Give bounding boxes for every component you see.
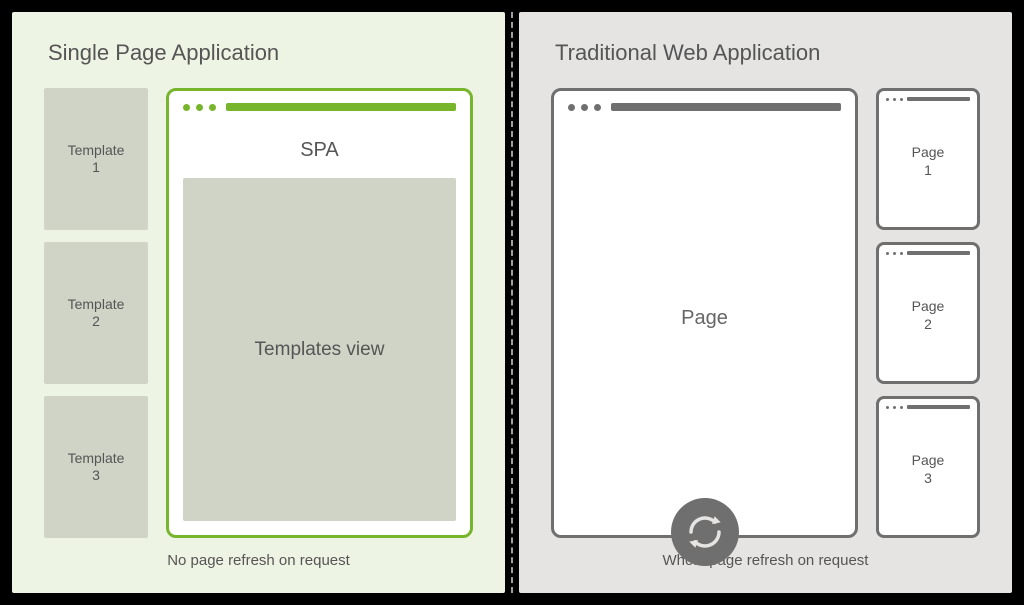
traditional-pages-column: Page 1 Page 2 Page 3: [876, 88, 980, 538]
page-label: Page: [568, 115, 841, 521]
template-card: Template 2: [44, 242, 148, 384]
template-card: Template 3: [44, 396, 148, 538]
spa-templates-column: Template 1 Template 2 Template 3: [44, 88, 148, 538]
template-card: Template 1: [44, 88, 148, 230]
vertical-divider: [511, 12, 513, 593]
traditional-panel: Traditional Web Application Page: [519, 12, 1012, 593]
mini-page-label: Page 3: [886, 411, 970, 528]
url-bar-icon: [907, 405, 970, 409]
traditional-main-column: Page: [551, 88, 858, 538]
spa-caption: No page refresh on request: [44, 552, 473, 569]
reload-icon: [671, 498, 739, 566]
url-bar-icon: [907, 251, 970, 255]
spa-heading: SPA: [183, 139, 456, 162]
traditional-browser-window: Page: [551, 88, 858, 538]
browser-chrome: [886, 403, 970, 411]
traditional-panel-title: Traditional Web Application: [555, 40, 980, 66]
browser-chrome: [886, 249, 970, 257]
templates-view-box: Templates view: [183, 178, 456, 521]
mini-browser-window: Page 2: [876, 242, 980, 384]
mini-page-label: Page 1: [886, 103, 970, 220]
spa-browser-window: SPA Templates view: [166, 88, 473, 538]
url-bar-icon: [226, 103, 456, 111]
window-dots-icon: [183, 104, 216, 111]
traditional-panel-body: Page Page 1: [551, 88, 980, 538]
browser-chrome: [183, 99, 456, 115]
browser-chrome: [886, 95, 970, 103]
spa-panel-body: Template 1 Template 2 Template 3 SPA Tem…: [44, 88, 473, 538]
spa-panel: Single Page Application Template 1 Templ…: [12, 12, 505, 593]
url-bar-icon: [611, 103, 841, 111]
window-dots-icon: [568, 104, 601, 111]
url-bar-icon: [907, 97, 970, 101]
mini-browser-window: Page 1: [876, 88, 980, 230]
mini-browser-window: Page 3: [876, 396, 980, 538]
traditional-caption: Whole page refresh on request: [551, 552, 980, 569]
mini-page-label: Page 2: [886, 257, 970, 374]
browser-chrome: [568, 99, 841, 115]
spa-panel-title: Single Page Application: [48, 40, 473, 66]
